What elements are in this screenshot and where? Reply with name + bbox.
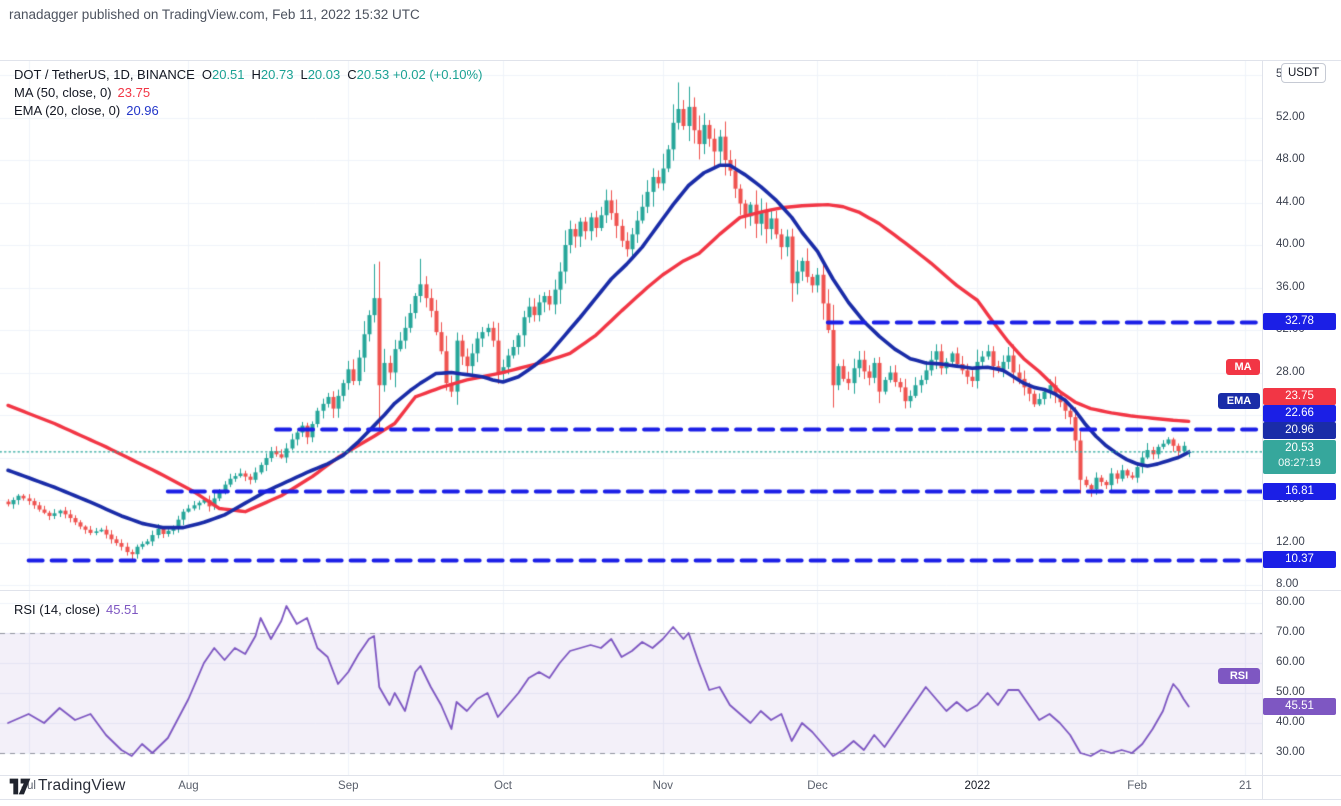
rsi-tick: 60.00	[1276, 656, 1305, 668]
ohlc-letter: O	[201, 67, 212, 82]
ma-legend-value: 23.75	[117, 85, 151, 100]
ema-legend-label[interactable]: EMA (20, close, 0)	[14, 103, 121, 118]
time-axis-border	[0, 799, 1341, 800]
rsi-tick: 50.00	[1276, 686, 1305, 698]
price-tick: 48.00	[1276, 153, 1305, 165]
ohlc-letter: C	[347, 67, 357, 82]
panel-divider[interactable]	[0, 590, 1341, 591]
rsi-axis[interactable]: 80.00 70.00 60.00 50.00 40.00 30.00 45.51	[1262, 591, 1341, 775]
ohlc-value: 20.51	[211, 67, 245, 82]
rsi-legend-label[interactable]: RSI (14, close)	[14, 602, 100, 617]
rsi-tick: 70.00	[1276, 626, 1305, 638]
time-tick-oct: Oct	[494, 780, 512, 792]
time-tick-nov: Nov	[652, 780, 674, 792]
rsi-flag: RSI	[1218, 668, 1260, 685]
hline-label-1681: 16.81	[1263, 482, 1336, 500]
rsi-tick: 40.00	[1276, 716, 1305, 728]
currency-button[interactable]: USDT	[1281, 63, 1327, 83]
rsi-price-label: 45.51	[1263, 697, 1336, 715]
brand-name: TradingView	[38, 777, 126, 794]
tradingview-glyph-icon	[9, 778, 31, 794]
price-tick: 44.00	[1276, 195, 1305, 208]
hline-label-2266: 22.66	[1263, 405, 1336, 423]
time-tick-feb: Feb	[1127, 780, 1148, 792]
time-tick-21: 21	[1239, 780, 1252, 792]
rsi-bottom-border	[0, 775, 1341, 776]
rsi-chart-canvas[interactable]	[0, 591, 1262, 775]
axis-separator	[1262, 60, 1263, 799]
last-price-label: 20.53 08:27:19	[1263, 439, 1336, 474]
price-axis[interactable]: 56.0052.0048.0044.0040.0036.0032.0028.00…	[1262, 60, 1341, 591]
ema-flag: EMA	[1218, 392, 1260, 409]
ema-price-label: 20.96	[1263, 422, 1336, 440]
countdown: 08:27:19	[1278, 456, 1321, 469]
ohlc-letter: H	[251, 67, 261, 82]
price-tick: 8.00	[1276, 578, 1299, 590]
ohlc-value: 20.53	[356, 67, 390, 82]
currency-button-label: USDT	[1288, 67, 1320, 79]
price-chart-canvas[interactable]	[0, 60, 1262, 591]
hline-label-3278: 32.78	[1263, 313, 1336, 331]
chart-top-border	[0, 60, 1341, 61]
ma-legend-label[interactable]: MA (50, close, 0)	[14, 85, 112, 100]
symbol-legend: DOT / TetherUS, 1D, BINANCE O20.51 H20.73 L…	[14, 66, 482, 120]
price-tick: 52.00	[1276, 110, 1305, 123]
ema-legend-value: 20.96	[126, 103, 159, 118]
time-tick-aug: Aug	[178, 780, 199, 792]
rsi-legend-value: 45.51	[105, 602, 139, 617]
tradingview-logo[interactable]: TradingView	[9, 777, 126, 795]
rsi-tick: 80.00	[1276, 596, 1305, 608]
time-tick-dec: Dec	[807, 780, 828, 792]
ohlc-letter: L	[300, 67, 308, 82]
ohlc-value: 20.73	[260, 67, 294, 82]
rsi-legend: RSI (14, close) 45.51	[14, 602, 139, 617]
price-tick: 40.00	[1276, 238, 1305, 250]
published-header: ranadagger published on TradingView.com,…	[9, 7, 420, 22]
chart-root: DOT / TetherUS, 1D, BINANCE O20.51 H20.73 L…	[0, 30, 1341, 800]
ohlc-value: 20.03	[307, 67, 341, 82]
ma-price-label: 23.75	[1263, 388, 1336, 406]
ohlc-readout: O20.51 H20.73 L20.03 C20.53	[195, 67, 389, 82]
change-readout: +0.02 (+0.10%)	[392, 67, 483, 82]
ma-flag: MA	[1226, 358, 1260, 375]
time-axis[interactable]: Jul Aug Sep Oct Nov Dec 2022 Feb 21	[0, 776, 1341, 799]
price-tick: 28.00	[1276, 365, 1305, 378]
price-tick: 12.00	[1276, 535, 1305, 548]
price-tick: 36.00	[1276, 280, 1305, 293]
time-tick-2022: 2022	[964, 780, 991, 792]
rsi-tick: 30.00	[1276, 746, 1305, 758]
time-tick-sep: Sep	[338, 780, 359, 792]
symbol-title[interactable]: DOT / TetherUS, 1D, BINANCE	[14, 67, 195, 82]
hline-label-1037: 10.37	[1263, 551, 1336, 569]
